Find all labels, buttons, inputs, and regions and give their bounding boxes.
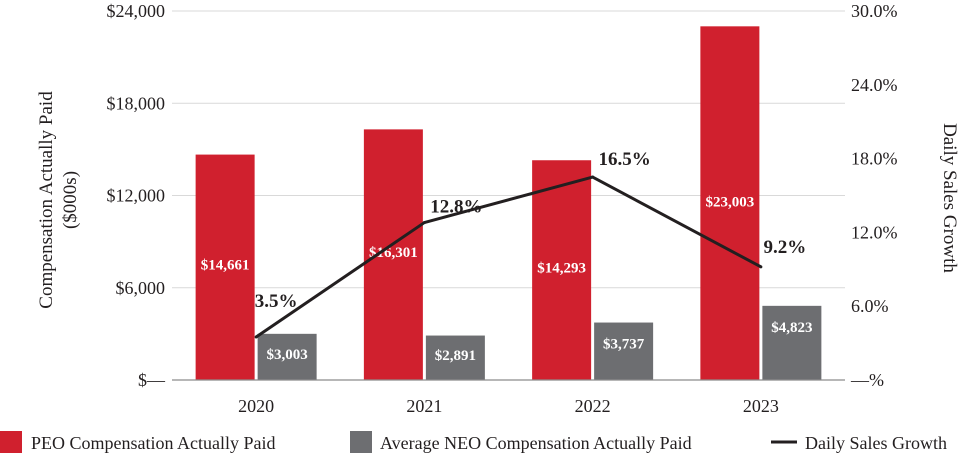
legend-label-growth: Daily Sales Growth	[805, 433, 947, 453]
legend-item-peo: PEO Compensation Actually Paid	[0, 431, 276, 453]
neo-bar-label: $2,891	[435, 348, 476, 364]
x-tick-label: 2022	[575, 396, 611, 416]
y-tick-label: $—	[138, 370, 166, 390]
y2-tick-label: 24.0%	[851, 75, 898, 95]
peo-bar	[363, 129, 423, 380]
neo-bar	[257, 333, 317, 380]
growth-line	[255, 175, 762, 339]
peo-bar	[700, 26, 760, 380]
legend-swatch-peo	[0, 431, 22, 453]
neo-bar	[594, 322, 654, 380]
y2-tick-label: 30.0%	[851, 1, 898, 21]
peo-bar	[532, 160, 592, 380]
legend-label-peo: PEO Compensation Actually Paid	[31, 433, 276, 453]
y-axis-title-units: ($000s)	[60, 171, 81, 229]
peo-bar-label: $14,293	[537, 260, 586, 276]
growth-label: 9.2%	[764, 237, 807, 258]
y-axis-title: Compensation Actually Paid	[36, 91, 57, 309]
growth-label: 3.5%	[255, 291, 298, 312]
neo-bar-label: $3,003	[267, 347, 308, 363]
legend-label-neo: Average NEO Compensation Actually Paid	[380, 433, 692, 453]
bars: $14,661 $3,003 $16,301 $2,891 $14,293 $3,737 $…	[195, 26, 822, 380]
x-tick-label: 2021	[406, 396, 442, 416]
y-tick-label: $24,000	[107, 1, 166, 21]
growth-point	[422, 221, 426, 225]
peo-bar-label: $14,661	[201, 258, 250, 274]
growth-point	[759, 265, 763, 269]
legend-swatch-neo	[350, 431, 372, 453]
growth-point	[591, 175, 595, 179]
y2-tick-label: 6.0%	[851, 296, 889, 316]
y-tick-label: $6,000	[116, 278, 166, 298]
peo-bar-label: $16,301	[369, 245, 418, 261]
growth-label: 12.8%	[430, 197, 482, 218]
axes: $— $6,000 $12,000 $18,000 $24,000 —% 6.0% 12.0%…	[107, 1, 898, 416]
y2-axis-title: Daily Sales Growth	[939, 123, 960, 273]
legend: PEO Compensation Actually Paid Average N…	[0, 431, 947, 453]
neo-bar-label: $3,737	[603, 337, 645, 353]
legend-item-neo: Average NEO Compensation Actually Paid	[350, 431, 692, 453]
y2-tick-label: 18.0%	[851, 149, 898, 169]
x-tick-label: 2023	[743, 396, 779, 416]
growth-line-group: 3.5% 12.8% 16.5% 9.2%	[254, 149, 807, 339]
neo-bar	[762, 305, 822, 380]
y-tick-label: $12,000	[107, 186, 166, 206]
growth-point	[254, 335, 258, 339]
peo-bar	[195, 154, 255, 380]
neo-bar-label: $4,823	[771, 320, 812, 336]
y2-tick-label: 12.0%	[851, 222, 898, 242]
peo-bar-label: $23,003	[706, 195, 755, 211]
legend-item-growth: Daily Sales Growth	[771, 433, 947, 453]
growth-label: 16.5%	[599, 149, 651, 170]
neo-bar	[425, 335, 485, 380]
y2-tick-label: —%	[850, 370, 884, 390]
x-tick-label: 2020	[238, 396, 274, 416]
y-tick-label: $18,000	[107, 93, 166, 113]
